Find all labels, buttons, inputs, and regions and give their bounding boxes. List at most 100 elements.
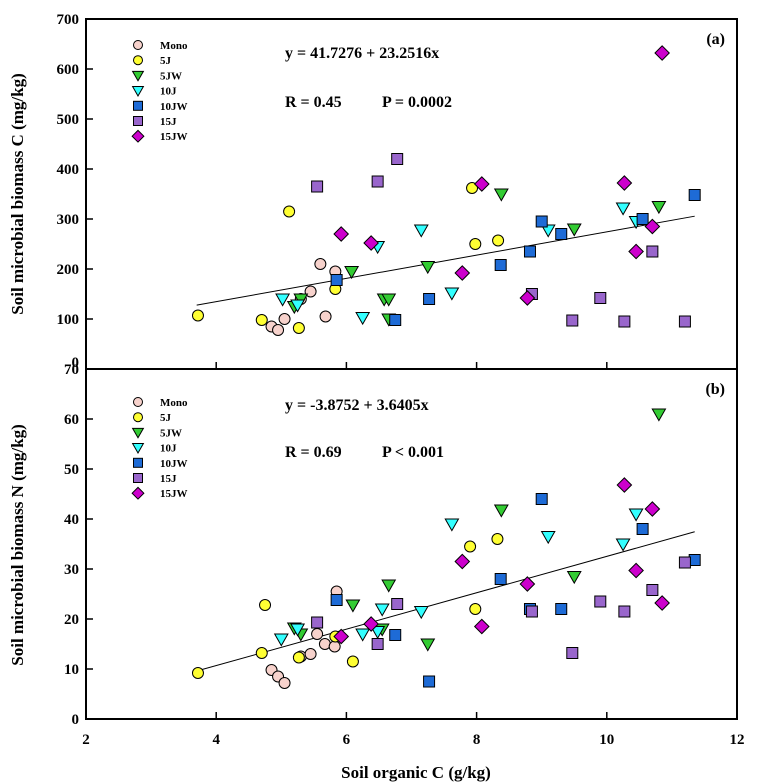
panel-a-regression-equation: y = 41.7276 + 23.2516x: [285, 45, 439, 62]
panel-b-y-tick-label: 20: [64, 612, 79, 628]
panel-a-point-15jw: [333, 226, 350, 242]
panel-b-y-tick-label: 0: [72, 712, 80, 728]
panel-a-legend-label-5j: 5J: [160, 55, 172, 67]
panel-a-point-10j: [355, 312, 371, 326]
panel-b-point-15jw: [654, 595, 670, 611]
panel-b-x-tick-label: 2: [82, 732, 90, 748]
panel-b-legend-label-15j: 15J: [160, 473, 177, 485]
panel-b-r-value: R = 0.69: [285, 444, 342, 461]
panel-b-point-mono: [328, 640, 341, 653]
panel-a-point-10jw: [555, 228, 568, 240]
panel-a-legend-marker-10j: [131, 86, 145, 98]
panel-a-point-mono: [314, 258, 327, 270]
panel-b-y-tick-label: 30: [64, 562, 79, 578]
panel-b-legend-label-5j: 5J: [160, 412, 172, 424]
panel-a-point-5j: [292, 322, 305, 334]
panel-b-point-15j: [646, 584, 659, 596]
panel-a-point-15j: [371, 175, 384, 188]
panel-a-point-15j: [566, 314, 579, 327]
panel-a-point-5j: [191, 309, 204, 322]
panel-a-legend-label-15jw: 15JW: [160, 131, 188, 143]
panel-b-point-5j: [469, 603, 482, 615]
panel-b-point-10j: [355, 628, 371, 642]
panel-a-point-10jw: [423, 293, 436, 305]
panel-b-point-10j: [370, 626, 386, 640]
panel-b-legend-marker-10jw: [133, 457, 143, 468]
panel-b-point-10j: [615, 538, 631, 552]
panel-b-point-10j: [444, 518, 460, 532]
panel-b-point-15j: [566, 647, 579, 659]
panel-b-point-15j: [311, 616, 324, 629]
panel-b-point-mono: [318, 638, 331, 650]
panel-b-x-tick-label: 6: [343, 732, 351, 748]
panel-a-point-15jw: [519, 290, 536, 306]
panel-a-legend-label-15j: 15J: [160, 116, 177, 128]
panel-a-p-value: P = 0.0002: [382, 94, 452, 111]
panel-a-point-15j: [678, 315, 691, 328]
panel-b-point-15jw: [363, 616, 379, 632]
panel-b-point-5j: [259, 599, 272, 611]
panel-b-point-10j: [413, 606, 429, 620]
panel-a-y-tick-label: 200: [57, 262, 80, 278]
panel-a-point-15j: [391, 153, 404, 165]
panel-b-x-tick-label: 4: [212, 732, 220, 748]
panel-b-point-15j: [525, 605, 538, 618]
panel-a-point-10j: [615, 202, 631, 216]
panel-a-point-15jw: [654, 45, 670, 61]
panel-a-point-15j: [311, 180, 324, 193]
panel-a-legend-label-10j: 10J: [160, 86, 177, 98]
panel-b-y-axis-title: Soil microbial biomass N (mg/kg): [8, 424, 27, 665]
panel-a-panel-label: (a): [706, 31, 725, 48]
panel-b-y-tick-label: 70: [64, 362, 79, 378]
panel-b-legend-marker-mono: [133, 397, 143, 407]
panel-a-y-tick-label: 700: [57, 12, 80, 28]
panel-b-legend-marker-10j: [131, 443, 145, 455]
panel-a-point-5j: [283, 205, 296, 218]
panel-b-regression-line: [196, 531, 695, 672]
panel-a-legend-label-5jw: 5JW: [160, 70, 182, 82]
panel-a-point-5j: [492, 234, 505, 247]
panel-a-y-tick-label: 0: [72, 355, 80, 371]
panel-b-legend-label-5jw: 5JW: [160, 427, 182, 439]
panel-a-legend-marker-5j: [133, 55, 143, 66]
panel-b-point-10j: [374, 603, 390, 617]
panel-b-point-5j: [491, 533, 504, 545]
panel-b-x-tick-label: 10: [599, 732, 614, 748]
panel-a-y-tick-label: 300: [57, 212, 80, 228]
panel-a-point-10jw: [389, 314, 402, 326]
panel-b-legend-marker-15j: [133, 473, 143, 483]
panel-b-point-10jw: [494, 573, 507, 585]
panel-a-point-5j: [255, 314, 268, 326]
panel-b-point-5jw: [566, 571, 582, 585]
panel-a-point-10jw: [535, 215, 548, 228]
panel-b-point-10j: [540, 531, 556, 545]
panel-a-point-15jw: [454, 265, 471, 281]
panel-a-point-10jw: [688, 189, 701, 201]
panel-a-point-5jw: [344, 266, 360, 280]
panel-b-point-15jw: [473, 618, 490, 635]
panel-b-y-tick-label: 60: [64, 412, 79, 428]
panel-b-p-value: P < 0.001: [382, 444, 444, 461]
panel-a-point-5j: [469, 238, 482, 250]
panel-b-x-tick-label: 12: [730, 732, 745, 748]
panel-b-point-5j: [346, 655, 359, 668]
panel-a-point-10j: [290, 299, 306, 313]
x-axis-title: Soil organic C (g/kg): [341, 763, 491, 782]
panel-a-y-tick-label: 500: [57, 112, 80, 128]
panel-a-point-mono: [319, 310, 332, 323]
panel-a-point-15j: [646, 245, 659, 258]
panel-b-point-5jw: [381, 579, 397, 593]
panel-a-point-5jw: [566, 223, 582, 237]
panel-b-point-mono: [311, 628, 324, 640]
panel-a-point-10jw: [636, 213, 649, 225]
panel-a: 100 200 300 400 500 600 700 0 Soil microbial bio…: [8, 12, 738, 371]
panel-b-point-5j: [464, 540, 477, 553]
panel-a-point-5jw: [651, 201, 667, 215]
panel-b-point-5j: [292, 651, 305, 664]
panel-a-legend-marker-15j: [133, 116, 143, 126]
panel-a-legend-label-mono: Mono: [160, 40, 188, 52]
panel-a-point-15jw: [616, 175, 633, 191]
panel-a-y-tick-label: 400: [57, 162, 80, 178]
panel-b-point-15jw: [644, 501, 661, 517]
